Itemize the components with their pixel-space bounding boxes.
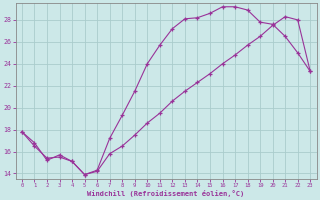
X-axis label: Windchill (Refroidissement éolien,°C): Windchill (Refroidissement éolien,°C) — [87, 190, 245, 197]
